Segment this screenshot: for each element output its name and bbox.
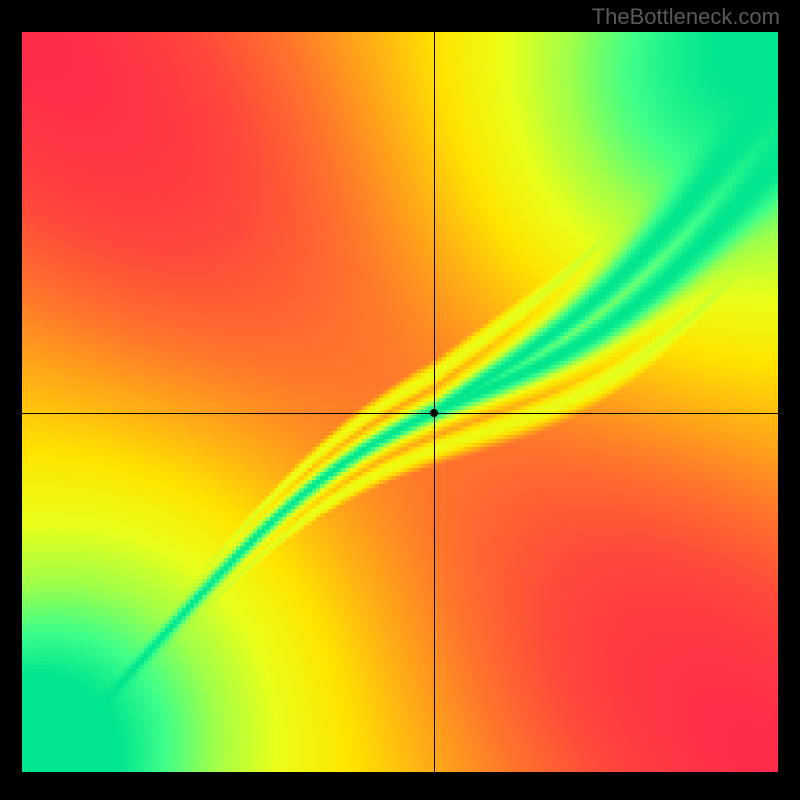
- crosshair-marker: [430, 409, 438, 417]
- crosshair-vertical: [434, 32, 435, 772]
- heatmap-canvas: [22, 32, 778, 772]
- heatmap-plot: [22, 32, 778, 772]
- watermark-text: TheBottleneck.com: [592, 4, 780, 30]
- crosshair-horizontal: [22, 413, 778, 414]
- chart-frame: TheBottleneck.com: [0, 0, 800, 800]
